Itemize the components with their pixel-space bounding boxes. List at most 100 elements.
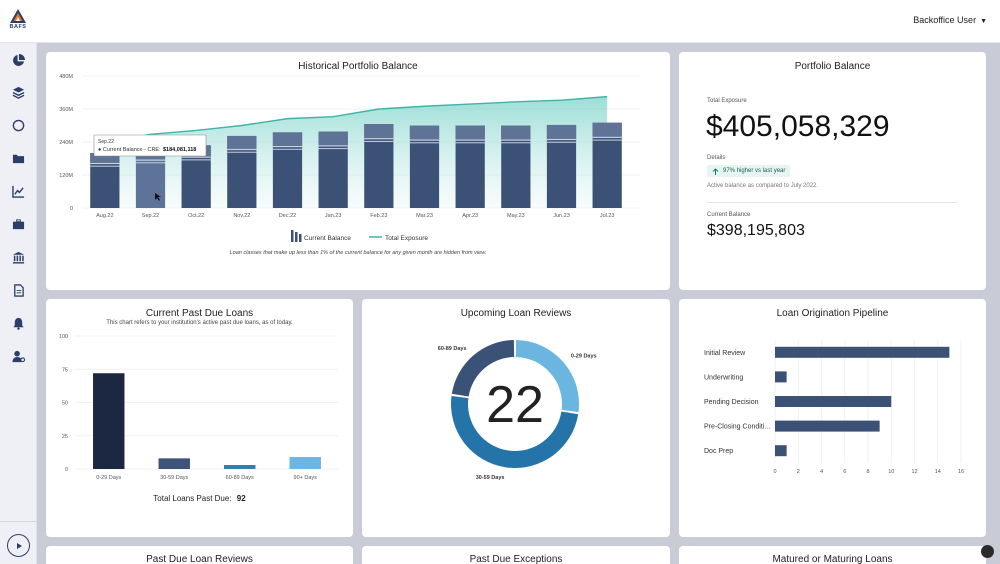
donut-slice[interactable] xyxy=(515,340,579,412)
bar-separator xyxy=(135,159,166,161)
top-bar: BAFS Backoffice User ▼ xyxy=(0,0,1000,43)
balance-bar[interactable] xyxy=(455,125,485,209)
x-tick-label: 12 xyxy=(911,469,917,475)
badge-text: 97% higher vs last year xyxy=(723,168,786,174)
line-chart-icon xyxy=(12,185,25,198)
donut-slice[interactable] xyxy=(451,396,579,469)
caret-down-icon: ▼ xyxy=(980,18,987,25)
balance-bar[interactable] xyxy=(501,125,531,209)
sidebar-item-folders[interactable] xyxy=(0,146,37,170)
bar-separator xyxy=(546,138,577,141)
pipeline-category-label: Doc Prep xyxy=(704,448,733,455)
details-label: Details xyxy=(707,155,726,161)
balance-bar[interactable] xyxy=(592,122,622,208)
folder-icon xyxy=(12,154,25,163)
past-due-bar[interactable] xyxy=(224,465,256,469)
x-tick-label: 90+ Days xyxy=(294,475,318,481)
x-tick-label: Oct.22 xyxy=(188,213,204,219)
pipeline-category-label: Pending Decision xyxy=(704,399,759,406)
balance-bar[interactable] xyxy=(135,148,166,208)
x-tick-label: 60-89 Days xyxy=(226,475,254,481)
sidebar-item-circle[interactable] xyxy=(0,113,37,137)
donut-slice[interactable] xyxy=(451,340,515,397)
x-tick-label: 30-59 Days xyxy=(160,475,188,481)
user-menu[interactable]: Backoffice User ▼ xyxy=(913,15,987,25)
pipeline-bar[interactable] xyxy=(775,396,892,407)
x-tick-label: Jan.23 xyxy=(325,213,342,219)
bar-separator xyxy=(318,145,348,147)
play-icon xyxy=(16,542,22,549)
pipeline-category-label: Underwriting xyxy=(704,374,743,381)
total-past-due: Total Loans Past Due: 92 xyxy=(46,494,353,503)
pipeline-chart: Initial Review Underwriting Pending Decisi… xyxy=(704,340,964,475)
y-tick-label: 240M xyxy=(59,140,73,146)
bar-separator xyxy=(90,165,120,167)
bafs-logo[interactable]: BAFS xyxy=(6,9,30,35)
donut-label: 60-89 Days xyxy=(438,346,467,352)
pipeline-bar[interactable] xyxy=(775,445,787,457)
y-tick-label: 0 xyxy=(65,467,68,473)
total-past-due-value: 92 xyxy=(236,494,246,503)
sidebar-item-user-settings[interactable] xyxy=(0,344,37,368)
sidebar-item-institution[interactable] xyxy=(0,245,37,269)
balance-bar[interactable] xyxy=(409,125,440,209)
sidebar-item-notifications[interactable] xyxy=(0,311,37,335)
x-tick-label: 0-29 Days xyxy=(96,475,121,481)
x-tick-label: 0 xyxy=(773,469,776,475)
pipeline-bar[interactable] xyxy=(775,346,950,358)
comparison-text: Active balance as compared to July 2022. xyxy=(707,183,819,189)
pipeline-bar[interactable] xyxy=(775,371,787,383)
balance-bar[interactable] xyxy=(227,135,257,208)
past-due-bar[interactable] xyxy=(158,458,190,469)
user-settings-icon xyxy=(12,350,25,362)
bank-icon xyxy=(12,251,25,264)
bar-segment-top xyxy=(546,124,577,139)
y-tick-label: 25 xyxy=(62,434,68,440)
bar-segment-top xyxy=(364,124,394,139)
balance-bar[interactable] xyxy=(272,132,303,208)
loan-reviews-card: Upcoming Loan Reviews 0-29 Days 30-59 Day… xyxy=(362,299,670,537)
bar-separator xyxy=(592,136,622,138)
x-tick-label: Dec.22 xyxy=(279,213,296,219)
legend-current-balance: Current Balance xyxy=(304,235,351,242)
bar-separator xyxy=(364,140,394,142)
exceptions-card: Past Due Exceptions xyxy=(362,546,670,564)
pipeline-bar[interactable] xyxy=(775,420,880,432)
exposure-label: Total Exposure xyxy=(707,98,747,104)
historical-legend: Current Balance Total Exposure xyxy=(291,230,428,242)
sidebar-item-reports[interactable] xyxy=(0,179,37,203)
play-button[interactable] xyxy=(7,534,30,557)
total-past-due-label: Total Loans Past Due: xyxy=(153,494,232,503)
bar-segment-top xyxy=(592,122,622,137)
x-tick-label: 4 xyxy=(820,469,823,475)
balance-bar[interactable] xyxy=(546,124,577,208)
screenshot-tool-icon[interactable] xyxy=(981,545,994,558)
balance-bar[interactable] xyxy=(90,153,120,208)
sidebar-item-dashboard[interactable] xyxy=(0,48,37,72)
past-due-bar[interactable] xyxy=(93,373,125,469)
pipeline-card: Loan Origination Pipeline Initial Review… xyxy=(679,299,986,537)
balance-bar[interactable] xyxy=(364,124,394,208)
historical-chart: Aug.22 Sep.22 Oct.22 Nov.22 Dec.22 Jan.23 Feb.… xyxy=(59,74,640,256)
bar-separator xyxy=(592,139,622,141)
balance-bar[interactable] xyxy=(318,131,348,208)
exposure-value: $405,058,329 xyxy=(706,110,890,143)
x-tick-label: 10 xyxy=(888,469,894,475)
sidebar-item-documents[interactable] xyxy=(0,278,37,302)
past-due-bar[interactable] xyxy=(289,457,321,469)
sidebar-item-layers[interactable] xyxy=(0,80,37,104)
pipeline-category-label: Initial Review xyxy=(704,350,746,357)
past-due-reviews-title: Past Due Loan Reviews xyxy=(146,554,253,564)
logo-mark-icon xyxy=(10,9,26,23)
past-due-chart: 0-29 Days 30-59 Days 60-89 Days 90+ Days 0 25… xyxy=(59,334,338,481)
bar-separator xyxy=(501,139,531,141)
bar-separator xyxy=(135,162,166,164)
bar-separator xyxy=(272,145,303,148)
sidebar-item-portfolio[interactable] xyxy=(0,212,37,236)
sidebar xyxy=(0,43,37,564)
bar-segment-top xyxy=(455,125,485,140)
bar-segment-top xyxy=(318,131,348,146)
portfolio-balance-card: Portfolio Balance Total Exposure $405,05… xyxy=(679,52,986,290)
tooltip-value: $184,081,118 xyxy=(163,147,196,153)
growth-badge: 97% higher vs last year xyxy=(707,165,791,177)
